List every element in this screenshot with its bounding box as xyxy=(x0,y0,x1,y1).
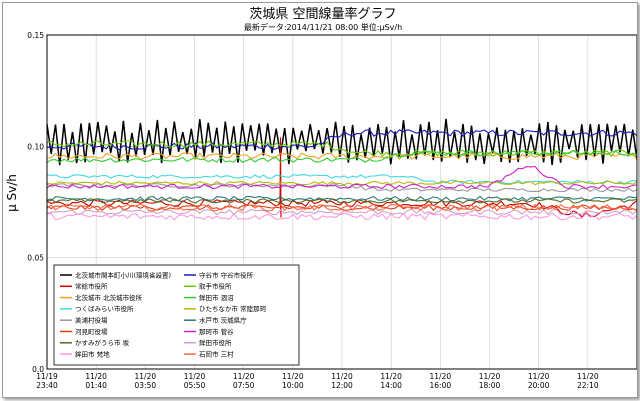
chart-title: 茨城県 空間線量率グラフ xyxy=(249,6,396,22)
legend-entry: 那珂市 菅谷 xyxy=(199,327,234,336)
legend-entry: ひたちなか市 常陸那珂 xyxy=(199,304,267,313)
x-tick-time: 07:50 xyxy=(233,381,255,390)
series-line xyxy=(46,118,638,166)
x-tick-date: 11/20 xyxy=(577,372,599,381)
legend-entry: 河見町役場 xyxy=(75,327,108,336)
x-tick-time: 18:00 xyxy=(479,381,501,390)
x-tick-time: 12:00 xyxy=(331,381,353,390)
series-line xyxy=(46,180,638,186)
radiation-line-chart: 茨城県 空間線量率グラフ 最新データ:2014/11/21 08:00 単位:μ… xyxy=(5,6,638,390)
x-tick-time: 23:40 xyxy=(36,381,58,390)
legend-entry: かすみがうら市 坂 xyxy=(75,338,130,347)
legend-entry: 常総市役所 xyxy=(75,282,108,291)
series-line xyxy=(46,182,638,193)
legend-entry: つくばみらい市役所 xyxy=(75,304,134,313)
series-line xyxy=(46,174,638,185)
x-tick-date: 11/20 xyxy=(430,372,452,381)
x-tick-date: 11/20 xyxy=(479,372,501,381)
series-line xyxy=(46,212,638,221)
series-line xyxy=(46,203,638,212)
y-tick-label: 0.10 xyxy=(27,142,44,151)
x-tick-date: 11/20 xyxy=(85,372,107,381)
series-line xyxy=(46,152,638,161)
y-tick-label: 0.05 xyxy=(27,254,44,263)
legend-entry: 鉾田市 梵地 xyxy=(75,349,110,358)
series-line xyxy=(46,129,638,151)
x-tick-date: 11/20 xyxy=(135,372,157,381)
x-tick-time: 14:00 xyxy=(380,381,402,390)
legend-entry: 取手市役所 xyxy=(199,282,232,291)
y-axis-ticks: 0.0 0.05 0.10 0.15 xyxy=(27,31,44,374)
x-tick-time: 10:00 xyxy=(282,381,304,390)
x-axis-ticks: 11/1923:4011/2001:4011/2003:5011/2005:50… xyxy=(36,372,599,390)
series-lines xyxy=(46,118,638,221)
legend-box xyxy=(53,264,300,366)
legend-entry: 守谷市 守谷市役所 xyxy=(199,270,254,279)
x-tick-date: 11/19 xyxy=(36,372,58,381)
x-tick-time: 22:10 xyxy=(577,381,599,390)
x-tick-time: 16:00 xyxy=(430,381,452,390)
series-line xyxy=(46,149,638,163)
legend-entry: 石岡市 三村 xyxy=(199,349,234,358)
legend-entry: 北茨城市関本町小川(環境省設置) xyxy=(75,270,171,279)
x-tick-date: 11/20 xyxy=(380,372,402,381)
x-tick-date: 11/20 xyxy=(184,372,206,381)
x-tick-date: 11/20 xyxy=(528,372,550,381)
legend-entry: 北茨城市 北茨城市役所 xyxy=(75,293,143,302)
x-tick-time: 05:50 xyxy=(184,381,206,390)
y-tick-label: 0.0 xyxy=(32,365,44,374)
legend-entry: 鉾田市 涸沼 xyxy=(199,293,234,302)
legend-entry: 水戸市 茨城県庁 xyxy=(199,316,247,325)
series-line xyxy=(46,198,638,204)
x-tick-time: 03:50 xyxy=(135,381,157,390)
x-tick-time: 01:40 xyxy=(85,381,107,390)
legend-entry: 美浦村役場 xyxy=(75,316,108,325)
x-tick-date: 11/20 xyxy=(233,372,255,381)
x-tick-date: 11/20 xyxy=(282,372,304,381)
series-line xyxy=(46,208,638,216)
y-axis-label: μ Sv/h xyxy=(5,174,19,212)
legend-entry: 鉾田市役所 xyxy=(199,338,232,347)
chart-subtitle: 最新データ:2014/11/21 08:00 単位:μSv/h xyxy=(244,22,402,32)
series-line xyxy=(46,165,638,190)
x-tick-time: 20:00 xyxy=(528,381,550,390)
x-tick-date: 11/20 xyxy=(331,372,353,381)
series-line xyxy=(46,195,638,202)
y-tick-label: 0.15 xyxy=(27,31,44,40)
